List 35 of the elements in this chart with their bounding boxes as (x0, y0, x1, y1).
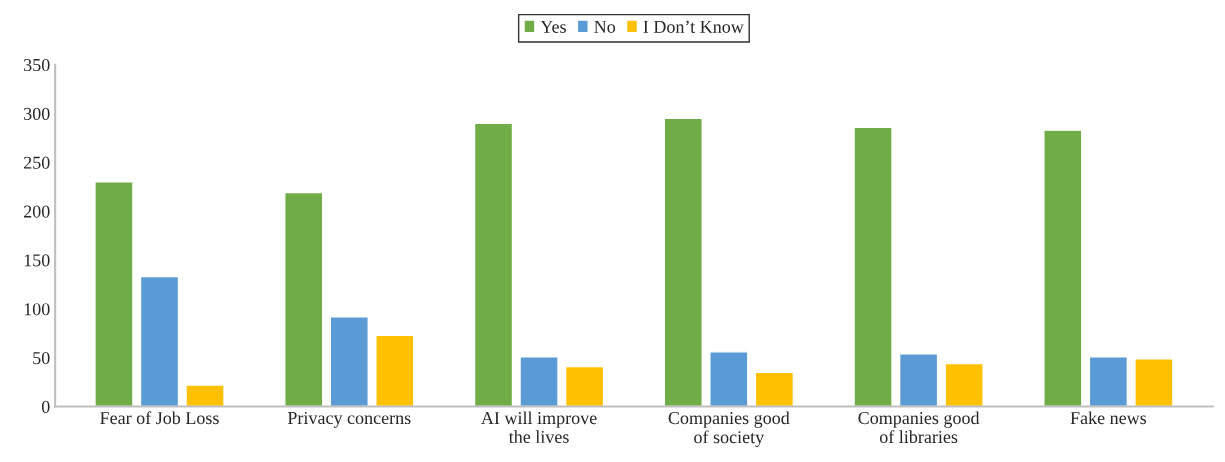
y-tick-label: 350 (24, 58, 50, 72)
y-tick-label: 200 (23, 205, 50, 218)
bar (329, 315, 369, 407)
legend-label: I Don’t Know (643, 20, 744, 33)
x-tick-label: Fake news (1070, 411, 1147, 425)
bar (185, 384, 225, 407)
y-tick-label: 150 (24, 254, 50, 267)
bar (139, 275, 180, 407)
x-tick-label: Privacy concerns (287, 411, 411, 428)
legend-label: No (594, 20, 616, 33)
y-tick-label: 0 (41, 400, 50, 413)
bar (1043, 129, 1083, 407)
bar (284, 191, 324, 407)
x-tick-label: Companies good of libraries (858, 411, 980, 444)
x-tick-label: Fear of Job Loss (100, 411, 219, 425)
bar (898, 353, 939, 407)
bar (663, 117, 703, 407)
bar (754, 371, 795, 407)
bar (519, 356, 559, 407)
y-tick-label: 250 (23, 156, 50, 169)
bar (944, 362, 984, 407)
y-tick-label: 300 (24, 107, 50, 120)
y-tick-label: 50 (33, 351, 50, 365)
bar (564, 365, 605, 407)
legend-label: Yes (540, 20, 566, 33)
x-tick-label: Companies good of society (668, 411, 790, 447)
x-tick-label: AI will improve the lives (481, 411, 597, 444)
bar (1088, 356, 1129, 407)
bar (94, 181, 134, 407)
bar (473, 122, 514, 407)
bar (709, 351, 749, 407)
bar (375, 334, 415, 407)
y-tick-label: 100 (24, 303, 50, 316)
bar (1134, 358, 1174, 407)
bar (853, 126, 893, 407)
